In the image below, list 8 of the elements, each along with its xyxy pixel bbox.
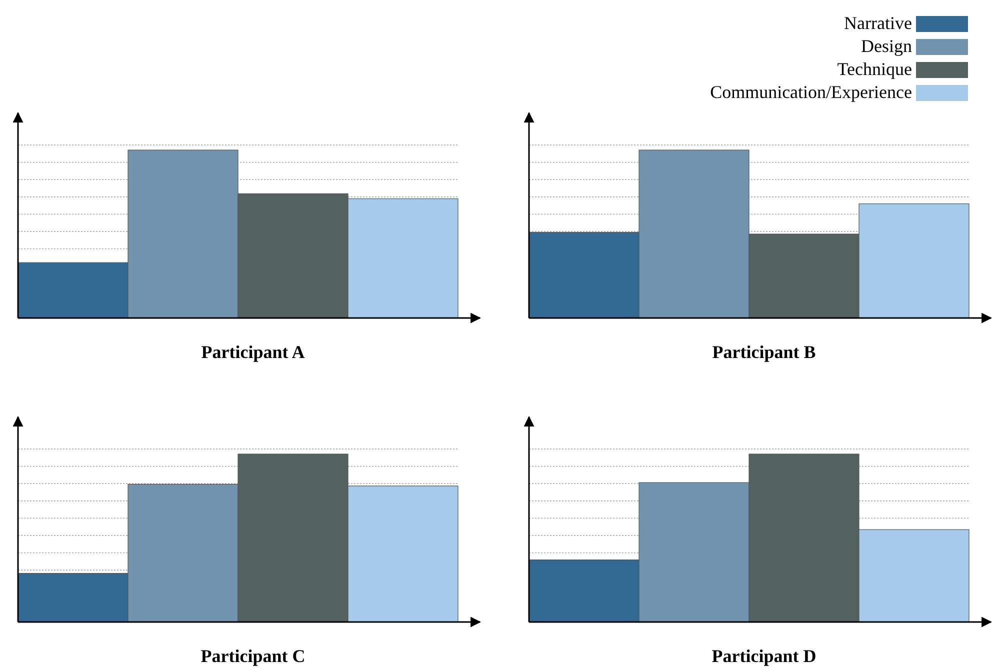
text: Participant D — [712, 646, 816, 666]
text: Participant A — [201, 342, 305, 362]
legend-label: Technique — [837, 59, 912, 79]
text: Participant B — [712, 342, 816, 362]
legend-label: Narrative — [844, 13, 912, 33]
legend-label: Design — [861, 36, 912, 56]
legend-label: Communication/Experience — [710, 82, 912, 102]
text: Participant C — [200, 646, 306, 666]
